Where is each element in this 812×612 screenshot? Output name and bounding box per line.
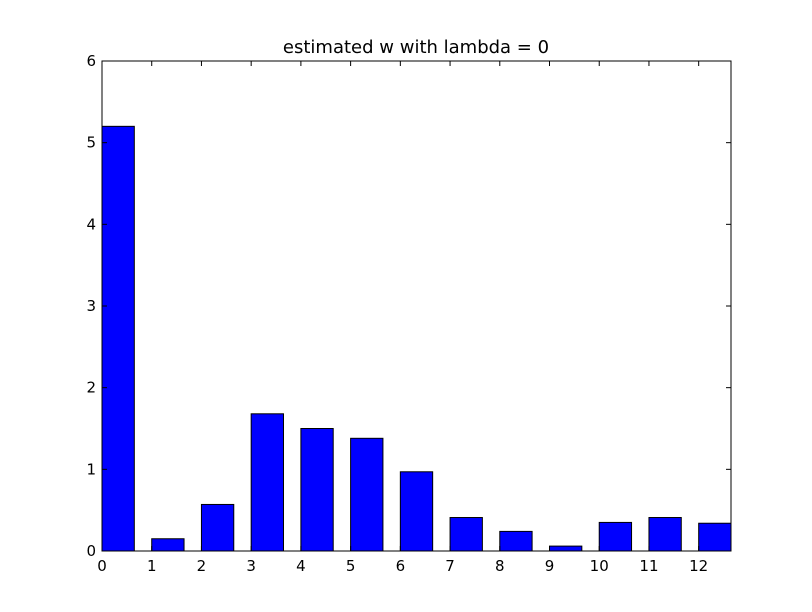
x-tick-labels: 0 1 2 3 4 5 6 7 8 9 10 11 12: [97, 557, 708, 575]
x-tick-label-0: 0: [97, 557, 107, 575]
x-tick-label-5: 5: [346, 557, 356, 575]
bar-5: [350, 437, 384, 552]
bar-0: [101, 125, 135, 552]
x-tick-label-12: 12: [689, 557, 708, 575]
x-tick-label-7: 7: [445, 557, 455, 575]
bar-4: [300, 428, 334, 552]
y-tick-label-3: 3: [86, 297, 96, 315]
x-tick-label-3: 3: [246, 557, 256, 575]
y-tick-label-4: 4: [86, 215, 96, 233]
y-tick-labels: 0 1 2 3 4 5 6: [86, 52, 96, 560]
bar-1: [151, 538, 185, 552]
y-tick-label-5: 5: [86, 134, 96, 152]
bar-10: [598, 521, 633, 552]
x-tick-label-10: 10: [590, 557, 609, 575]
y-tick-label-0: 0: [86, 542, 96, 560]
bar-9: [549, 545, 583, 552]
bar-12: [698, 522, 732, 552]
x-tick-label-4: 4: [296, 557, 306, 575]
bar-8: [499, 530, 533, 552]
bar-3: [250, 413, 284, 552]
x-tick-label-8: 8: [495, 557, 505, 575]
x-tick-label-9: 9: [545, 557, 555, 575]
x-tick-label-6: 6: [396, 557, 406, 575]
y-tick-label-6: 6: [86, 52, 96, 70]
plot-frame: [101, 60, 732, 552]
y-tick-label-2: 2: [86, 379, 96, 397]
chart-title: estimated w with lambda = 0: [283, 37, 549, 58]
x-tick-label-11: 11: [639, 557, 658, 575]
bar-11: [648, 517, 682, 552]
bar-6: [399, 471, 434, 552]
bars-group: [101, 125, 732, 552]
ticks-group: [101, 60, 731, 552]
x-tick-label-1: 1: [147, 557, 157, 575]
bar-2: [200, 503, 235, 552]
y-tick-label-1: 1: [86, 460, 96, 478]
bar-7: [449, 517, 483, 552]
x-tick-label-2: 2: [197, 557, 207, 575]
